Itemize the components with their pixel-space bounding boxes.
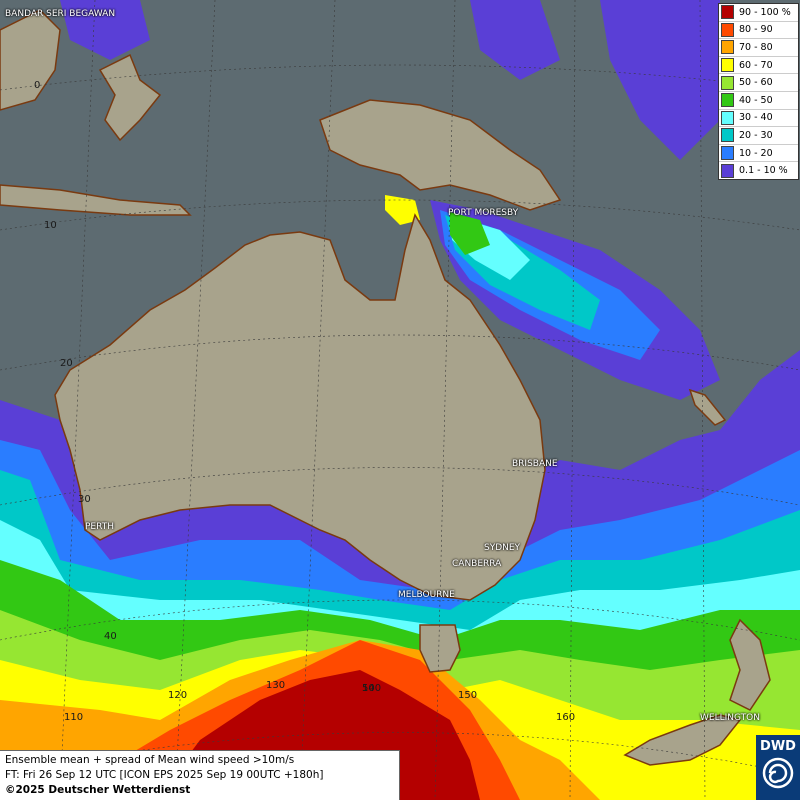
copyright: ©2025 Deutscher Wetterdienst [5, 784, 191, 796]
legend-swatch [721, 75, 734, 90]
legend-row-70-80: 70 - 80 [719, 39, 798, 57]
city-brisbane: BRISBANE [512, 459, 558, 469]
lon-label-120: 120 [168, 690, 188, 701]
nz-north-island [729, 618, 771, 711]
band-pacific-patch [600, 0, 720, 160]
legend-swatch [721, 5, 734, 20]
legend-swatch [721, 163, 734, 178]
legend-swatch [721, 110, 734, 125]
band-northwest-patch [60, 0, 150, 60]
legend-row-60-70: 60 - 70 [719, 57, 798, 75]
legend-label: 70 - 80 [739, 41, 773, 53]
lat-label-50: 50 [362, 683, 375, 694]
legend-swatch [721, 58, 734, 73]
new-guinea-landmass [319, 99, 562, 211]
nz-south-island [623, 714, 742, 766]
new-caledonia [688, 388, 727, 426]
lat-label-10: 10 [44, 220, 57, 231]
legend-row-50-60: 50 - 60 [719, 74, 798, 92]
lat-label-40: 40 [104, 631, 117, 642]
australia-landmass [54, 213, 546, 601]
swirl-icon [762, 757, 794, 789]
band-northeast-patch [470, 0, 560, 80]
city-wellington: WELLINGTON [700, 713, 760, 723]
legend-swatch [721, 22, 734, 37]
legend-swatch [721, 146, 734, 161]
city-sydney: SYDNEY [484, 543, 521, 553]
legend-label: 60 - 70 [739, 59, 773, 71]
product-description: Ensemble mean + spread of Mean wind spee… [5, 754, 295, 766]
legend-label: 30 - 40 [739, 112, 773, 124]
land-layer [0, 9, 771, 766]
legend-label: 10 - 20 [739, 147, 773, 159]
city-port-moresby: PORT MORESBY [448, 208, 519, 218]
legend-row-30-40: 30 - 40 [719, 110, 798, 128]
legend-swatch [721, 128, 734, 143]
legend-row-40-50: 40 - 50 [719, 92, 798, 110]
forecast-time: FT: Fri 26 Sep 12 UTC [ICON EPS 2025 Sep… [5, 769, 324, 781]
legend-row-80-90: 80 - 90 [719, 22, 798, 40]
lesser-sunda-islands [0, 184, 192, 216]
lat-label-20: 20 [60, 358, 73, 369]
lat-label-0: 0 [34, 80, 41, 91]
legend-row-0-10: 0.1 - 10 % [719, 162, 798, 179]
lon-label-160: 160 [556, 712, 576, 723]
legend-row-20-30: 20 - 30 [719, 127, 798, 145]
info-box: Ensemble mean + spread of Mean wind spee… [0, 750, 400, 800]
legend-label: 20 - 30 [739, 129, 773, 141]
dwd-logo-text: DWD [760, 739, 796, 754]
legend-label: 80 - 90 [739, 24, 773, 36]
band-torres-yellow [385, 195, 420, 225]
legend-row-10-20: 10 - 20 [719, 145, 798, 163]
city-perth: PERTH [85, 522, 114, 532]
legend-label: 40 - 50 [739, 94, 773, 106]
lon-label-140: 140 [362, 683, 382, 694]
dwd-logo: DWD [756, 735, 800, 800]
borneo-landmass [0, 9, 61, 111]
legend-label: 50 - 60 [739, 77, 773, 89]
lon-label-130: 130 [266, 680, 286, 691]
city-canberra: CANBERRA [452, 559, 502, 569]
legend: 90 - 100 % 80 - 90 70 - 80 60 - 70 50 - … [718, 3, 799, 180]
lon-label-150: 150 [458, 690, 478, 701]
band-north-green [450, 212, 490, 255]
legend-label: 90 - 100 % [739, 6, 791, 18]
legend-swatch [721, 40, 734, 55]
city-melbourne: MELBOURNE [398, 590, 455, 600]
legend-row-90-100: 90 - 100 % [719, 4, 798, 22]
legend-label: 0.1 - 10 % [739, 165, 788, 177]
lon-label-110: 110 [64, 712, 84, 723]
legend-swatch [721, 93, 734, 108]
city-bandar-seri-begawan: BANDAR SERI BEGAWAN [5, 9, 116, 19]
sulawesi-landmass [98, 53, 162, 142]
tasmania-landmass [419, 624, 461, 673]
lat-label-30: 30 [78, 494, 91, 505]
